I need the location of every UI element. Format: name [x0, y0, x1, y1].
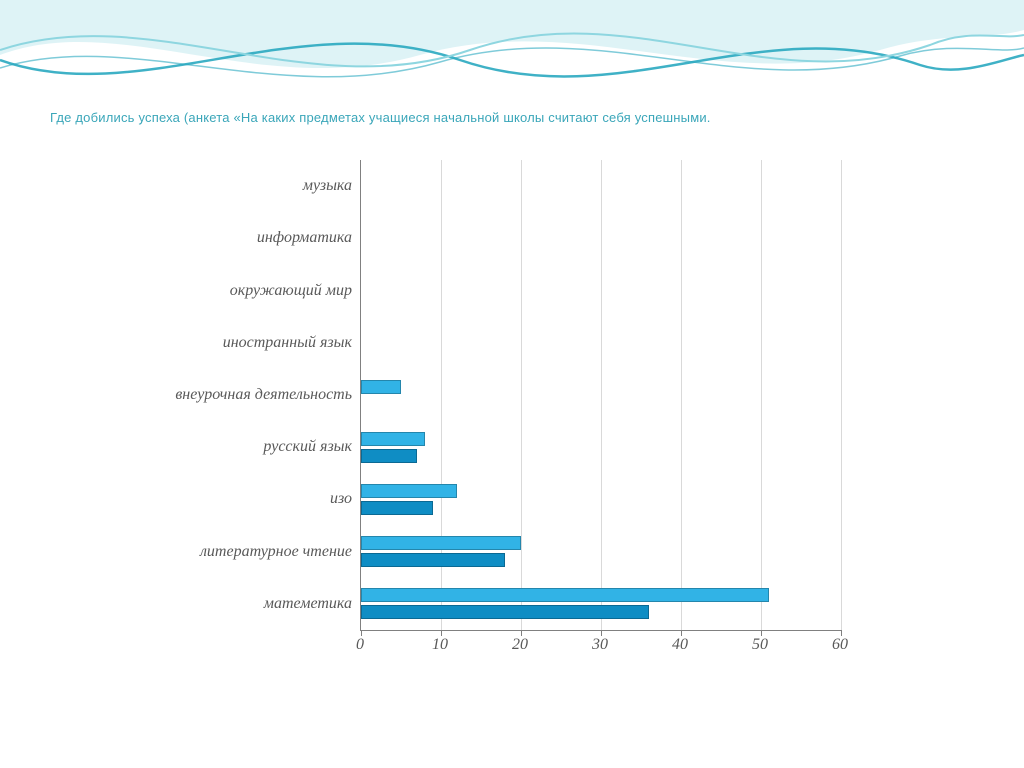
- bar: [361, 432, 425, 446]
- category-label: русский язык: [263, 438, 352, 456]
- gridline: [841, 160, 842, 630]
- plot-area: [360, 160, 841, 631]
- category-label: изо: [330, 490, 352, 508]
- gridline: [681, 160, 682, 630]
- x-tick-label: 50: [752, 636, 768, 654]
- gridline: [601, 160, 602, 630]
- bar: [361, 449, 417, 463]
- category-label: информатика: [257, 229, 352, 247]
- bar: [361, 501, 433, 515]
- category-label: иностранный язык: [223, 334, 352, 352]
- chart-title: Где добились успеха (анкета «На каких пр…: [50, 110, 711, 125]
- x-tick-label: 40: [672, 636, 688, 654]
- x-tick-label: 60: [832, 636, 848, 654]
- bar: [361, 605, 649, 619]
- category-label: литературное чтение: [200, 543, 352, 561]
- x-tick-label: 10: [432, 636, 448, 654]
- chart-container: 0 10 20 30 40 50 60 музыка информатика окружающий…: [100, 160, 850, 660]
- gridline: [761, 160, 762, 630]
- x-tick-label: 30: [592, 636, 608, 654]
- category-label: окружающий мир: [230, 282, 352, 300]
- decorative-wave-header: [0, 0, 1024, 110]
- category-label: музыка: [303, 177, 352, 195]
- category-label: матеметика: [264, 595, 352, 613]
- category-label: внеурочная деятельность: [175, 386, 352, 404]
- x-tick-label: 0: [356, 636, 364, 654]
- gridline: [521, 160, 522, 630]
- bar: [361, 588, 769, 602]
- x-tick-label: 20: [512, 636, 528, 654]
- bar: [361, 536, 521, 550]
- bar: [361, 484, 457, 498]
- bar: [361, 380, 401, 394]
- bar: [361, 553, 505, 567]
